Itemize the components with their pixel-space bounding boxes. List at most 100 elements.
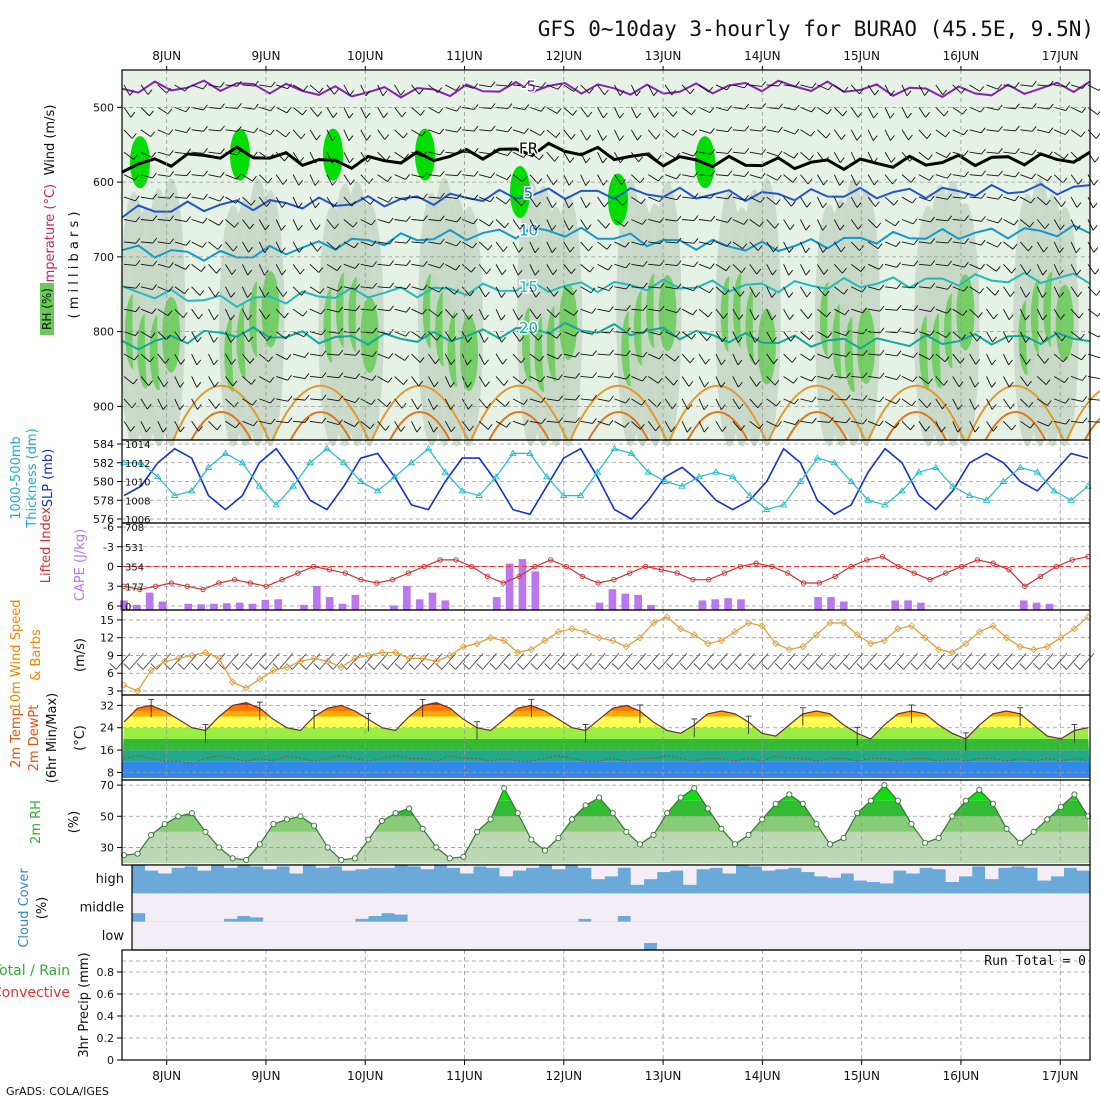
wind-barb-flag (236, 149, 242, 156)
wind-barb (766, 129, 779, 133)
wind-barb-flag (454, 288, 460, 295)
wind-barb (157, 151, 170, 156)
wind-barb-flag (708, 86, 714, 93)
wind-barb-flag (439, 238, 445, 245)
wind-barb-flag (169, 238, 175, 245)
wind-barb-10m (794, 653, 810, 670)
wind-barb (563, 376, 576, 379)
lifted-index-marker (247, 580, 254, 586)
wind-barb (275, 106, 288, 114)
wind-barb (1003, 174, 1016, 178)
rh-marker (446, 855, 453, 862)
wind-barb-flag (710, 128, 715, 134)
wind-barb-flag (575, 351, 580, 358)
wind-barb (884, 107, 891, 119)
wind-barb (225, 331, 232, 343)
wind-barb-flag (659, 260, 665, 266)
wind-barb-flag (388, 217, 394, 224)
wind-barb-flag (385, 155, 391, 162)
wind-barb-flag (406, 216, 411, 222)
wind-barb (952, 241, 965, 245)
wind-speed-marker (554, 628, 563, 636)
wind-barb-flag (135, 216, 141, 223)
wind-barb-10m (373, 653, 389, 670)
cloud-clear-high (499, 865, 513, 877)
wind-barb (478, 353, 485, 365)
cloud-clear-middle (696, 893, 710, 922)
wind-barb-flag (501, 269, 507, 276)
wind-barb-flag (220, 125, 225, 132)
wind-barb (411, 151, 423, 158)
wind-barb-flag (469, 290, 475, 297)
wind-barb-flag (507, 126, 513, 133)
wind-barb (326, 263, 338, 271)
cloud-clear-low (512, 921, 526, 950)
wind-barb-10m (685, 653, 701, 670)
wind-barb-flag (130, 426, 135, 432)
wind-barb-flag (237, 126, 242, 132)
wind-barb-flag (585, 180, 591, 186)
wind-barb (157, 174, 170, 177)
wind-barb (833, 219, 841, 231)
lifted-index-marker (595, 580, 601, 586)
wind-barb-flag (167, 108, 173, 115)
wind-barb-flag (152, 193, 158, 200)
tick-label-right: 354 (125, 563, 144, 574)
wind-barb-flag (490, 81, 496, 88)
wind-barb (563, 264, 572, 274)
wind-barb-flag (198, 313, 203, 320)
wind-barb (191, 376, 198, 388)
wind-barb (275, 174, 284, 185)
wind-barb (969, 376, 976, 388)
wind-barb (326, 129, 333, 141)
wind-barb-flag (490, 172, 496, 178)
wind-barb-10m (115, 653, 131, 670)
wind-barb-flag (637, 134, 642, 141)
wind-barb (377, 376, 389, 383)
wind-barb (428, 286, 440, 293)
wind-barb (157, 219, 170, 222)
wind-barb-flag (777, 421, 782, 427)
wind-barb-flag (349, 157, 354, 164)
wind-barb-flag (553, 291, 559, 297)
wind-barb (631, 219, 643, 225)
wind-barb (292, 107, 303, 116)
wind-barb (834, 353, 847, 357)
wind-barb (1071, 398, 1083, 402)
cloud-clear-low (775, 921, 789, 950)
wind-barb (1070, 84, 1083, 89)
lifted-index-marker (484, 573, 491, 580)
wind-barb (462, 219, 474, 225)
wind-barb-flag (1082, 417, 1088, 424)
wind-barb (191, 263, 202, 272)
cloud-clear-high (709, 865, 723, 868)
wind-barb-flag (354, 263, 360, 269)
wind-barb (563, 174, 570, 186)
ylabel-temperature: Temperature (°C) (43, 184, 58, 297)
wind-barb-flag (946, 152, 951, 158)
wind-barb-flag (829, 417, 834, 423)
wind-barb-flag (862, 350, 868, 356)
cloud-clear-low (906, 921, 920, 950)
wind-barb-flag (354, 397, 360, 403)
wind-barb-flag (1077, 179, 1083, 185)
wind-barb (749, 264, 758, 275)
rh-marker (854, 810, 861, 817)
wind-barb-flag (264, 224, 270, 231)
lifted-index-marker (358, 577, 364, 583)
wind-barb-flag (879, 349, 885, 356)
tick-label: 578 (93, 494, 114, 507)
wind-barb (360, 353, 373, 357)
rh-marker (609, 810, 616, 817)
cloud-clear-middle (906, 893, 920, 922)
wind-barb-flag (908, 134, 913, 141)
wind-barb-flag (609, 327, 614, 334)
wind-barb (648, 353, 660, 360)
wind-barb (174, 398, 181, 410)
wind-barb (546, 241, 553, 253)
wind-barb-flag (964, 171, 969, 177)
wind-barb-flag (219, 81, 225, 88)
lifted-index-marker (721, 570, 728, 576)
tick-label-right: 177 (125, 582, 144, 593)
